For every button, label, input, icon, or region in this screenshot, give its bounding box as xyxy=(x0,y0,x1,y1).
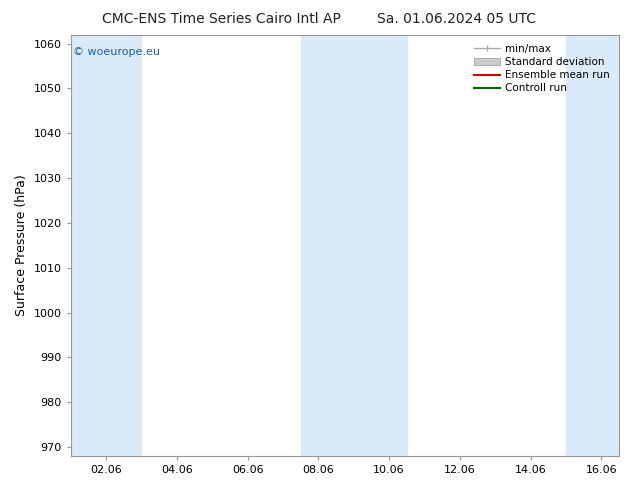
Text: Sa. 01.06.2024 05 UTC: Sa. 01.06.2024 05 UTC xyxy=(377,12,536,26)
Bar xyxy=(71,35,141,456)
Text: © woeurope.eu: © woeurope.eu xyxy=(74,47,160,57)
Text: CMC-ENS Time Series Cairo Intl AP: CMC-ENS Time Series Cairo Intl AP xyxy=(103,12,341,26)
Legend: min/max, Standard deviation, Ensemble mean run, Controll run: min/max, Standard deviation, Ensemble me… xyxy=(469,40,614,98)
Y-axis label: Surface Pressure (hPa): Surface Pressure (hPa) xyxy=(15,174,28,316)
Bar xyxy=(301,35,407,456)
Bar xyxy=(566,35,619,456)
